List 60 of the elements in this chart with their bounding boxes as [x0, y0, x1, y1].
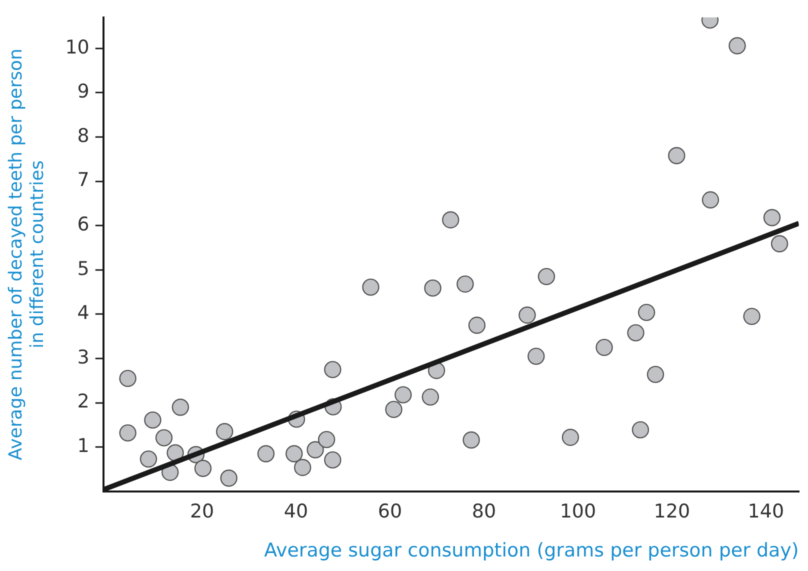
- point: [632, 421, 650, 438]
- point: [468, 316, 486, 334]
- x-axis-title: Average sugar consumption (grams per person per day): [264, 540, 799, 562]
- y-tick-label: 7: [77, 169, 90, 192]
- y-tick-label: 6: [77, 214, 90, 236]
- point: [743, 308, 760, 326]
- point: [638, 304, 656, 322]
- x-tick-label: 80: [472, 500, 496, 523]
- point: [385, 400, 402, 418]
- point: [155, 429, 173, 446]
- x-tick-label: 100: [560, 500, 596, 523]
- point: [627, 324, 644, 342]
- point: [119, 370, 136, 388]
- point: [216, 422, 234, 440]
- point: [362, 278, 380, 296]
- point: [538, 268, 556, 286]
- point: [324, 451, 342, 469]
- point: [668, 147, 686, 164]
- point: [257, 445, 275, 462]
- point: [294, 458, 312, 476]
- point: [394, 386, 412, 404]
- x-tick-label: 120: [654, 500, 690, 523]
- y-tick-label: 5: [77, 258, 90, 280]
- point: [318, 430, 336, 448]
- point: [172, 398, 190, 416]
- point: [286, 445, 303, 462]
- point: [728, 37, 746, 54]
- point: [442, 211, 460, 228]
- point: [462, 431, 480, 449]
- point: [140, 450, 158, 468]
- y-axis-title: Average number of decayed teeth per person in different countries: [5, 48, 48, 460]
- x-tick-label: 40: [284, 500, 308, 523]
- point: [194, 460, 212, 477]
- y-tick-label: 1: [77, 435, 90, 458]
- y-tick-label: 2: [77, 390, 90, 413]
- point: [166, 444, 184, 462]
- point: [456, 275, 474, 293]
- x-tick-label: 20: [190, 500, 214, 523]
- point: [424, 279, 442, 297]
- point: [220, 470, 238, 487]
- point: [596, 338, 613, 356]
- x-tick-label: 140: [748, 500, 784, 523]
- point: [763, 209, 781, 226]
- point: [518, 306, 536, 324]
- x-tick-label: 60: [378, 500, 402, 523]
- y-tick-label: 10: [65, 36, 90, 58]
- point: [324, 360, 342, 378]
- y-tick-label: 9: [77, 80, 90, 103]
- y-tick-label: 8: [77, 124, 90, 147]
- point: [306, 441, 324, 458]
- y-tick-label: 3: [77, 346, 90, 368]
- point: [422, 388, 440, 406]
- point: [528, 348, 545, 365]
- point: [119, 424, 136, 442]
- point: [770, 235, 788, 252]
- point: [562, 428, 580, 446]
- point: [144, 411, 162, 429]
- point: [702, 191, 720, 209]
- y-tick-label: 4: [77, 302, 90, 324]
- point: [646, 366, 664, 384]
